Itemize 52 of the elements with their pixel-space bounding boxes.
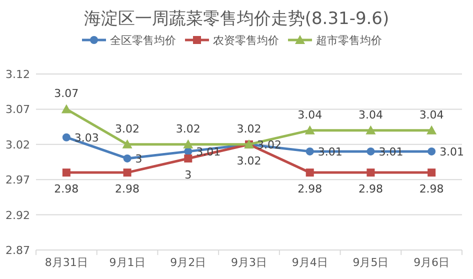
- data-label: 3.03: [74, 131, 99, 144]
- point: [366, 125, 376, 134]
- y-tick-label: 3.07: [6, 103, 30, 116]
- point: [123, 154, 132, 162]
- point: [304, 125, 315, 134]
- chart-title: 海淀区一周蔬菜零售均价走势(8.31-9.6): [84, 9, 390, 29]
- data-label: 3.04: [298, 108, 322, 122]
- y-tick-label: 3.12: [6, 68, 30, 81]
- data-label: 2.98: [115, 182, 140, 196]
- point: [61, 104, 72, 114]
- y-tick-label: 3.02: [6, 138, 30, 152]
- point: [62, 133, 70, 142]
- data-label: 3.01: [440, 145, 464, 158]
- x-tick-label: 9月1日: [109, 256, 146, 269]
- point: [426, 125, 437, 134]
- x-tick-label: 9月4日: [292, 256, 328, 269]
- data-label: 2.98: [358, 182, 383, 196]
- point: [366, 168, 375, 177]
- point: [428, 147, 436, 156]
- point: [428, 168, 436, 177]
- data-label: 3.04: [358, 108, 383, 122]
- data-label: 3.01: [318, 145, 342, 158]
- x-tick-label: 8月31日: [44, 256, 88, 269]
- data-label: 3.02: [115, 122, 140, 136]
- point: [62, 168, 70, 177]
- x-tick-label: 9月5日: [352, 256, 389, 269]
- point: [306, 147, 314, 156]
- legend-label: 超市零售均价: [316, 34, 382, 47]
- y-tick-label: 2.87: [6, 244, 30, 257]
- point: [123, 168, 132, 177]
- data-label: 3.02: [176, 122, 200, 136]
- point: [183, 139, 194, 148]
- x-tick-label: 9月3日: [231, 256, 267, 269]
- legend-label: 农资零售均价: [213, 34, 279, 47]
- data-label: 3.04: [419, 108, 444, 122]
- data-label: 3.02: [236, 122, 262, 136]
- data-label: 3.01: [378, 145, 404, 158]
- data-label: 3.07: [54, 87, 79, 100]
- y-tick-label: 2.97: [6, 174, 30, 187]
- y-tick-label: 2.92: [6, 208, 30, 222]
- data-label: 2.98: [54, 182, 79, 196]
- data-label: 3: [184, 168, 192, 182]
- point: [184, 154, 192, 162]
- x-tick-label: 9月2日: [170, 256, 206, 269]
- data-label: 2.98: [419, 182, 444, 196]
- data-label: 2.98: [298, 182, 322, 196]
- point: [366, 147, 375, 156]
- x-tick-label: 9月6日: [414, 256, 450, 269]
- data-label: 3.02: [236, 154, 262, 168]
- point: [122, 139, 132, 148]
- point: [306, 168, 314, 177]
- legend-label: 全区零售均价: [110, 34, 176, 47]
